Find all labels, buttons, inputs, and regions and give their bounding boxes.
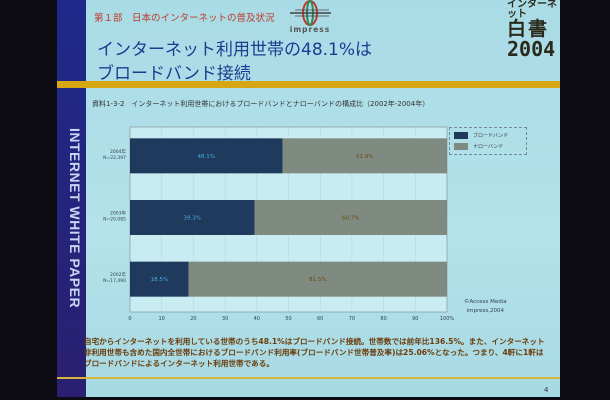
bar-segment [130, 261, 189, 297]
category-label: 2003年 [110, 210, 126, 217]
credit-line-2: impress,2004 [466, 308, 504, 314]
logo-text: impress [289, 25, 331, 34]
x-tick-label: 30 [222, 316, 228, 322]
credit-line-1: ©Access Media [464, 299, 507, 305]
brand-line-2: 白書 [507, 18, 550, 40]
category-n-label: N=20,085 [103, 217, 126, 223]
category-n-label: N=17,490 [103, 278, 126, 284]
category-n-label: N=22,397 [103, 155, 126, 161]
slide: INTERNET WHITE PAPER 第１部 日本のインターネットの普及状況… [57, 0, 560, 397]
page-number: 4 [544, 386, 549, 394]
sidebar-title: INTERNET WHITE PAPER [67, 128, 83, 309]
x-tick-label: 10 [159, 316, 165, 322]
x-tick-label: 100% [440, 316, 455, 322]
x-tick-label: 80 [380, 316, 386, 322]
bar-segment [130, 200, 255, 235]
x-tick-label: 20 [190, 316, 196, 322]
bar-segment [188, 261, 447, 297]
data-label: 18.5% [151, 277, 168, 283]
legend-swatch [454, 143, 468, 150]
data-label: 81.5% [309, 277, 326, 283]
legend-item-narrowband: ナローバンド [454, 143, 526, 150]
x-tick-label: 70 [349, 316, 355, 322]
title-line-2: ブロードバンド接続 [97, 64, 251, 84]
title-line-1: インターネット利用世帯の48.1%は [97, 40, 373, 60]
chart-credit: ©Access Media impress,2004 [464, 298, 507, 316]
chart-title: 資料1-3-2 インターネット利用世帯におけるブロードバンドとナローバンドの構成… [92, 100, 430, 108]
slide-title: インターネット利用世帯の48.1%は ブロードバンド接続 [97, 38, 372, 86]
x-tick-label: 90 [412, 316, 418, 322]
x-tick-label: 60 [317, 316, 323, 322]
x-tick-label: 40 [254, 316, 260, 322]
data-label: 60.7% [342, 216, 359, 222]
section-heading: 第１部 日本のインターネットの普及状況 [94, 13, 275, 24]
header-divider [57, 81, 560, 88]
x-tick-label: 0 [128, 316, 131, 322]
data-label: 39.3% [184, 216, 201, 222]
body-text: 自宅からインターネットを利用している世帯のうち48.1%はブロードバンド接続。世… [84, 337, 545, 368]
x-tick-label: 50 [285, 316, 291, 322]
bar-segment [130, 138, 283, 174]
chart-legend: ブロードバンド ナローバンド [449, 127, 527, 155]
legend-swatch [454, 132, 468, 139]
legend-label: ブロードバンド [473, 133, 509, 139]
brand-line-3: 2004 [507, 37, 556, 61]
legend-label: ナローバンド [473, 144, 504, 150]
bar-segment [254, 200, 447, 235]
category-label: 2002年 [110, 271, 126, 278]
data-label: 51.9% [356, 154, 373, 160]
footer-divider [57, 377, 560, 379]
stacked-bar-chart: 0 10 20 30 40 50 60 70 80 90 100%48.1% 51.9%2004年N=… [103, 126, 455, 322]
category-label: 2004年 [110, 148, 126, 155]
data-label: 48.1% [197, 154, 214, 160]
brand-logo: インターネット 白書 2004 [507, 0, 560, 59]
sidebar: INTERNET WHITE PAPER [57, 0, 86, 397]
brand-line-1: インターネット [507, 0, 557, 20]
impress-logo-icon [290, 0, 331, 26]
bar-segment [282, 138, 447, 174]
legend-item-broadband: ブロードバンド [454, 132, 526, 139]
